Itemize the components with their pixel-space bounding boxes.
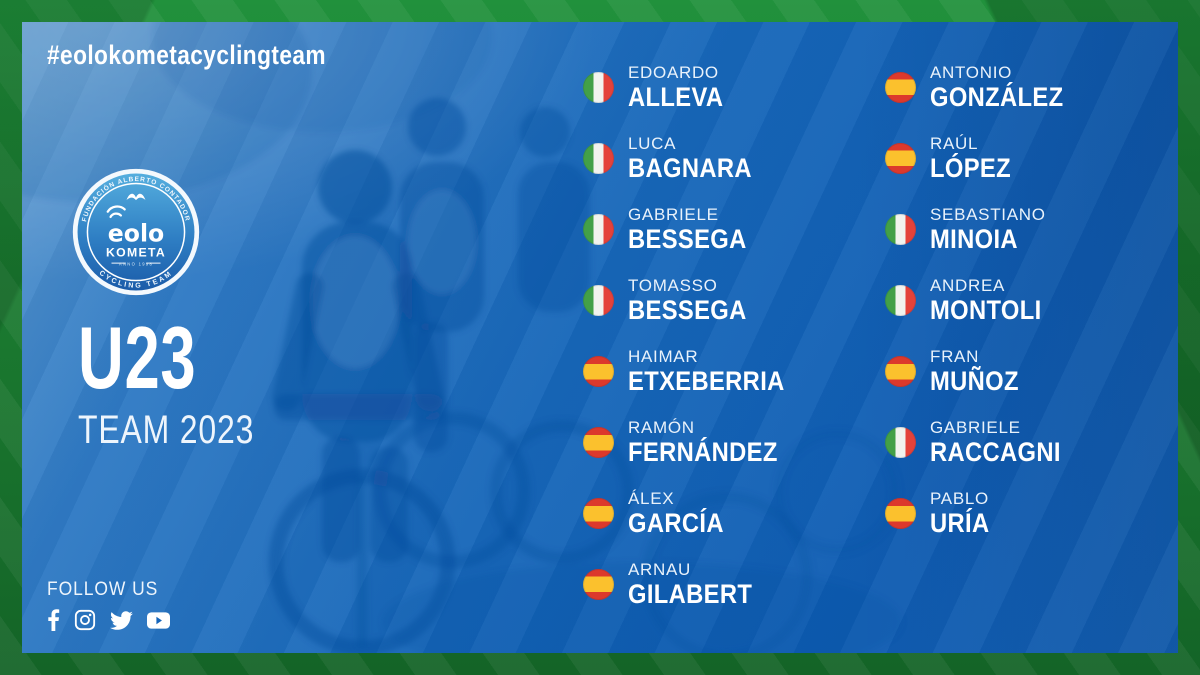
rider-last-name: MONTOLI (930, 294, 1042, 325)
rider-first-name: ANTONIO (930, 62, 1013, 82)
rider-first-name: PABLO (930, 488, 989, 508)
rider-row: RAÚL LÓPEZ (885, 133, 1082, 183)
flag-italy-icon (583, 142, 614, 174)
rider-last-name: RACCAGNI (930, 436, 1061, 467)
rider-last-name: URÍA (930, 507, 990, 538)
rider-last-name: GARCÍA (628, 507, 724, 538)
rider-name: ANTONIO GONZÁLEZ (930, 62, 1082, 112)
rider-row: PABLO URÍA (885, 488, 1082, 538)
follow-us-label: FOLLOW US (47, 579, 159, 600)
riders-column-2: ANTONIO GONZÁLEZ RAÚL LÓPEZ SEBASTIANO M… (885, 62, 1082, 561)
title-block: U23 TEAM 2023 (78, 308, 298, 453)
rider-row: HAIMAR ETXEBERRIA (583, 346, 806, 396)
badge-subbrand-text: KOMETA (106, 246, 166, 260)
rider-first-name: LUCA (628, 133, 677, 153)
hashtag-text: #eolokometacyclingteam (47, 40, 326, 70)
rider-name: FRAN MUÑOZ (930, 346, 1031, 396)
social-icons-row (47, 609, 170, 631)
rider-first-name: ANDREA (930, 275, 1006, 295)
rider-last-name: BESSEGA (628, 223, 747, 254)
rider-row: LUCA BAGNARA (583, 133, 806, 183)
rider-last-name: GONZÁLEZ (930, 81, 1064, 112)
rider-last-name: BAGNARA (628, 152, 752, 183)
flag-spain-icon (885, 355, 916, 387)
rider-last-name: ALLEVA (628, 81, 724, 112)
rider-last-name: LÓPEZ (930, 152, 1011, 183)
rider-row: ANDREA MONTOLI (885, 275, 1082, 325)
flag-spain-icon (885, 71, 916, 103)
rider-first-name: FRAN (930, 346, 980, 366)
rider-name: ANDREA MONTOLI (930, 275, 1057, 325)
flag-italy-icon (583, 284, 614, 316)
rider-row: ÁLEX GARCÍA (583, 488, 806, 538)
rider-row: ARNAU GILABERT (583, 559, 806, 609)
rider-name: SEBASTIANO MINOIA (930, 204, 1046, 254)
rider-first-name: RAÚL (930, 133, 979, 153)
rider-name: PABLO URÍA (930, 488, 998, 538)
twitter-icon[interactable] (110, 610, 133, 630)
rider-name: RAÚL LÓPEZ (930, 133, 1022, 183)
rider-row: GABRIELE BESSEGA (583, 204, 806, 254)
title-u23: U23 (78, 308, 197, 407)
flag-spain-icon (583, 568, 614, 600)
instagram-icon[interactable] (74, 609, 96, 631)
rider-row: GABRIELE RACCAGNI (885, 417, 1082, 467)
rider-first-name: EDOARDO (628, 62, 719, 82)
rider-last-name: BESSEGA (628, 294, 747, 325)
rider-last-name: FERNÁNDEZ (628, 436, 778, 467)
rider-last-name: ETXEBERRIA (628, 365, 785, 396)
flag-italy-icon (885, 284, 916, 316)
rider-name: GABRIELE BESSEGA (628, 204, 763, 254)
flag-spain-icon (583, 497, 614, 529)
rider-name: TOMASSO BESSEGA (628, 275, 763, 325)
facebook-icon[interactable] (47, 609, 60, 631)
rider-last-name: MUÑOZ (930, 365, 1019, 396)
rider-first-name: TOMASSO (628, 275, 718, 295)
rider-first-name: ARNAU (628, 559, 692, 579)
title-team-year: TEAM 2023 (78, 407, 255, 452)
rider-name: GABRIELE RACCAGNI (930, 417, 1079, 467)
flag-italy-icon (583, 213, 614, 245)
badge-wings-icon (126, 193, 146, 201)
flag-spain-icon (583, 355, 614, 387)
rider-first-name: GABRIELE (628, 204, 719, 224)
flag-italy-icon (885, 426, 916, 458)
follow-us-section: FOLLOW US (47, 579, 170, 631)
rider-name: HAIMAR ETXEBERRIA (628, 346, 806, 396)
youtube-icon[interactable] (147, 611, 170, 629)
flag-italy-icon (885, 213, 916, 245)
flag-spain-icon (885, 497, 916, 529)
rider-row: EDOARDO ALLEVA (583, 62, 806, 112)
flag-italy-icon (583, 71, 614, 103)
rider-first-name: SEBASTIANO (930, 204, 1046, 224)
badge-brand-text: eolo (108, 219, 164, 247)
rider-name: ARNAU GILABERT (628, 559, 769, 609)
rider-first-name: ÁLEX (628, 488, 675, 508)
rider-row: FRAN MUÑOZ (885, 346, 1082, 396)
rider-name: ÁLEX GARCÍA (628, 488, 737, 538)
eolo-kometa-badge-logo: FUNDACIÓN ALBERTO CONTADOR CYCLING TEAM … (72, 168, 200, 296)
rider-name: LUCA BAGNARA (628, 133, 769, 183)
rider-row: SEBASTIANO MINOIA (885, 204, 1082, 254)
flag-spain-icon (583, 426, 614, 458)
rider-last-name: MINOIA (930, 223, 1018, 254)
rider-row: RAMÓN FERNÁNDEZ (583, 417, 806, 467)
rider-first-name: GABRIELE (930, 417, 1021, 437)
badge-anno-text: ANNO 1998 (119, 262, 153, 267)
flag-spain-icon (885, 142, 916, 174)
rider-name: EDOARDO ALLEVA (628, 62, 736, 112)
rider-row: ANTONIO GONZÁLEZ (885, 62, 1082, 112)
rider-name: RAMÓN FERNÁNDEZ (628, 417, 798, 467)
rider-row: TOMASSO BESSEGA (583, 275, 806, 325)
riders-column-1: EDOARDO ALLEVA LUCA BAGNARA GABRIELE BES… (583, 62, 806, 632)
badge-wifi-arcs-icon (106, 205, 126, 219)
rider-last-name: GILABERT (628, 578, 753, 609)
rider-first-name: RAMÓN (628, 417, 695, 437)
rider-first-name: HAIMAR (628, 346, 699, 366)
